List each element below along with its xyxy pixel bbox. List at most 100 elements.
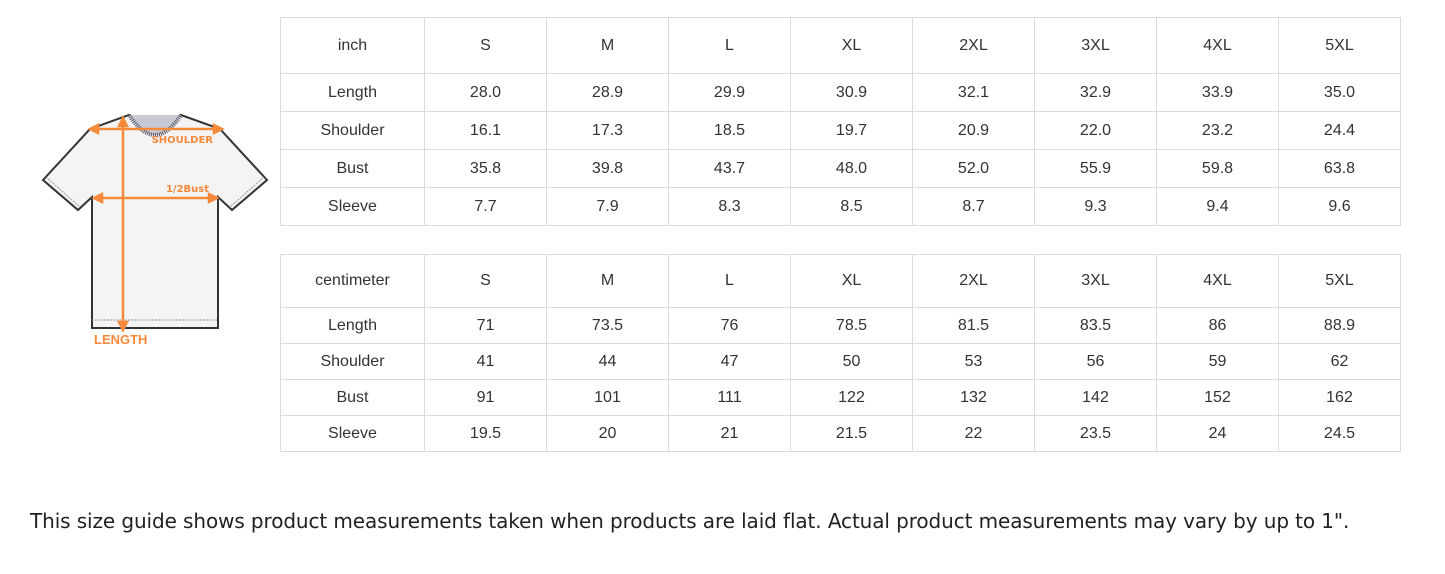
- table-row: Bust 35.8 39.8 43.7 48.0 52.0 55.9 59.8 63.8: [280, 149, 1401, 188]
- header-row: centimeter S M L XL 2XL 3XL 4XL 5XL: [280, 254, 1401, 308]
- measurement-value: 32.9: [1034, 73, 1157, 112]
- size-header: 2XL: [912, 17, 1035, 74]
- measurement-value: 23.2: [1156, 111, 1279, 150]
- measurement-value: 162: [1278, 379, 1401, 416]
- measurement-value: 62: [1278, 343, 1401, 380]
- measurement-value: 19.7: [790, 111, 913, 150]
- measurement-value: 47: [668, 343, 791, 380]
- measurement-value: 19.5: [424, 415, 547, 452]
- size-header: L: [668, 17, 791, 74]
- unit-cell: centimeter: [280, 254, 425, 308]
- measurement-value: 50: [790, 343, 913, 380]
- measurement-value: 22.0: [1034, 111, 1157, 150]
- measurement-value: 33.9: [1156, 73, 1279, 112]
- size-header: 5XL: [1278, 254, 1401, 308]
- measurement-value: 132: [912, 379, 1035, 416]
- measurement-value: 76: [668, 307, 791, 344]
- measurement-label: Length: [280, 307, 425, 344]
- measurement-value: 35.0: [1278, 73, 1401, 112]
- measurement-value: 78.5: [790, 307, 913, 344]
- length-label: LENGTH: [94, 332, 147, 347]
- measurement-value: 91: [424, 379, 547, 416]
- bust-label: 1/2Bust: [166, 184, 209, 195]
- measurement-value: 35.8: [424, 149, 547, 188]
- measurement-value: 83.5: [1034, 307, 1157, 344]
- table-row: Sleeve 19.5 20 21 21.5 22 23.5 24 24.5: [280, 415, 1401, 452]
- size-header: S: [424, 254, 547, 308]
- table-row: Shoulder 41 44 47 50 53 56 59 62: [280, 343, 1401, 380]
- measurement-value: 59.8: [1156, 149, 1279, 188]
- measurement-value: 52.0: [912, 149, 1035, 188]
- measurement-label: Bust: [280, 379, 425, 416]
- measurement-value: 56: [1034, 343, 1157, 380]
- measurement-value: 55.9: [1034, 149, 1157, 188]
- measurement-value: 29.9: [668, 73, 791, 112]
- measurement-value: 48.0: [790, 149, 913, 188]
- measurement-value: 86: [1156, 307, 1279, 344]
- measurement-value: 9.3: [1034, 187, 1157, 226]
- measurement-value: 18.5: [668, 111, 791, 150]
- measurement-value: 63.8: [1278, 149, 1401, 188]
- measurement-value: 59: [1156, 343, 1279, 380]
- shoulder-label: SHOULDER: [152, 135, 214, 146]
- measurement-value: 7.7: [424, 187, 547, 226]
- measurement-value: 9.4: [1156, 187, 1279, 226]
- measurement-label: Shoulder: [280, 111, 425, 150]
- measurement-value: 30.9: [790, 73, 913, 112]
- measurement-value: 28.0: [424, 73, 547, 112]
- measurement-value: 8.5: [790, 187, 913, 226]
- size-header: 4XL: [1156, 17, 1279, 74]
- measurement-value: 73.5: [546, 307, 669, 344]
- size-header: M: [546, 17, 669, 74]
- table-row: Shoulder 16.1 17.3 18.5 19.7 20.9 22.0 23.2 24.4: [280, 111, 1401, 150]
- measurement-value: 53: [912, 343, 1035, 380]
- size-header: 3XL: [1034, 17, 1157, 74]
- measurement-value: 8.7: [912, 187, 1035, 226]
- measurement-value: 32.1: [912, 73, 1035, 112]
- measurement-value: 122: [790, 379, 913, 416]
- table-row: Length 28.0 28.9 29.9 30.9 32.1 32.9 33.9 35.0: [280, 73, 1401, 112]
- measurement-label: Bust: [280, 149, 425, 188]
- measurement-value: 28.9: [546, 73, 669, 112]
- centimeter-size-table: centimeter S M L XL 2XL 3XL 4XL 5XL Length 71 73.5 7…: [280, 254, 1401, 452]
- measurement-value: 24.4: [1278, 111, 1401, 150]
- measurement-value: 81.5: [912, 307, 1035, 344]
- measurement-value: 24.5: [1278, 415, 1401, 452]
- size-guide-note: This size guide shows product measuremen…: [30, 509, 1350, 533]
- measurement-value: 111: [668, 379, 791, 416]
- measurement-value: 21.5: [790, 415, 913, 452]
- table-row: Length 71 73.5 76 78.5 81.5 83.5 86 88.9: [280, 307, 1401, 344]
- size-header: XL: [790, 254, 913, 308]
- measurement-value: 101: [546, 379, 669, 416]
- measurement-value: 71: [424, 307, 547, 344]
- measurement-value: 20: [546, 415, 669, 452]
- measurement-value: 20.9: [912, 111, 1035, 150]
- size-header: 4XL: [1156, 254, 1279, 308]
- measurement-value: 9.6: [1278, 187, 1401, 226]
- measurement-value: 22: [912, 415, 1035, 452]
- measurement-value: 142: [1034, 379, 1157, 416]
- measurement-value: 24: [1156, 415, 1279, 452]
- measurement-value: 88.9: [1278, 307, 1401, 344]
- measurement-value: 16.1: [424, 111, 547, 150]
- size-header: 3XL: [1034, 254, 1157, 308]
- measurement-value: 43.7: [668, 149, 791, 188]
- measurement-value: 17.3: [546, 111, 669, 150]
- measurement-label: Sleeve: [280, 187, 425, 226]
- measurement-value: 8.3: [668, 187, 791, 226]
- inch-size-table: inch S M L XL 2XL 3XL 4XL 5XL Length 28.0 28.9 29.9 3…: [280, 17, 1401, 226]
- measurement-value: 23.5: [1034, 415, 1157, 452]
- table-row: Sleeve 7.7 7.9 8.3 8.5 8.7 9.3 9.4 9.6: [280, 187, 1401, 226]
- size-header: 2XL: [912, 254, 1035, 308]
- measurement-value: 21: [668, 415, 791, 452]
- size-header: L: [668, 254, 791, 308]
- table-row: Bust 91 101 111 122 132 142 152 162: [280, 379, 1401, 416]
- measurement-value: 7.9: [546, 187, 669, 226]
- tshirt-illustration: SHOULDER 1/2Bust LENGTH: [41, 113, 269, 347]
- measurement-value: 41: [424, 343, 547, 380]
- header-row: inch S M L XL 2XL 3XL 4XL 5XL: [280, 17, 1401, 74]
- measurement-label: Shoulder: [280, 343, 425, 380]
- measurement-label: Sleeve: [280, 415, 425, 452]
- size-header: S: [424, 17, 547, 74]
- measurement-value: 44: [546, 343, 669, 380]
